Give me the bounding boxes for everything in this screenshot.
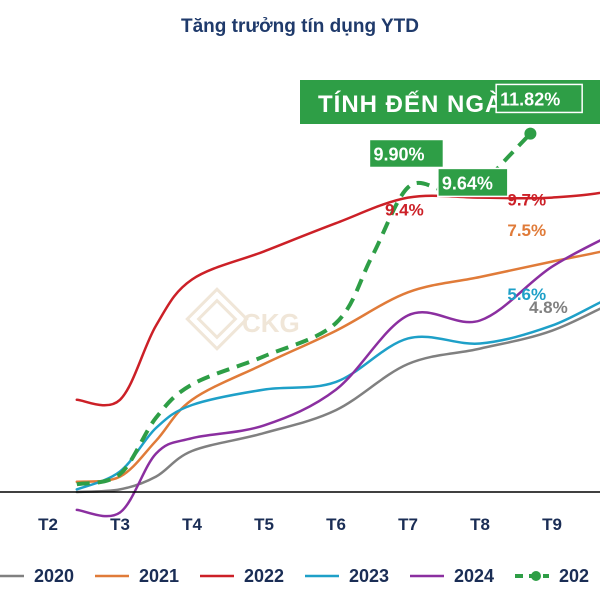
x-axis: T2 T3 T4 T5 T6 T7 T8 T9 <box>0 491 600 534</box>
data-label: 5.6% <box>507 285 546 304</box>
x-tick-label: T2 <box>38 515 58 534</box>
legend-marker <box>531 571 541 581</box>
chart-title: Tăng trưởng tín dụng YTD <box>181 16 419 37</box>
series-line-2022 <box>75 191 600 407</box>
callout-box <box>437 167 509 198</box>
data-label: 7.5% <box>507 221 546 240</box>
legend-label-2020: 2020 <box>34 566 74 586</box>
legend: 2020 2021 2022 2023 2024 202 <box>0 566 589 586</box>
series-line-2020 <box>75 307 600 494</box>
callout-label: 11.82% <box>500 89 560 109</box>
x-tick-label: T5 <box>254 515 274 534</box>
data-label: 9.7% <box>507 190 546 209</box>
callout: 9.64% <box>437 167 509 198</box>
x-tick-label: T4 <box>182 515 202 534</box>
callout-label: 9.64% <box>442 173 493 193</box>
legend-label-202: 202 <box>559 566 589 586</box>
x-tick-label: T8 <box>470 515 490 534</box>
x-tick-label: T9 <box>542 515 562 534</box>
label-layer: 4.8% 7.5% 9.4% 9.7% 5.6% 9.90% 9.64% 11.82% <box>368 83 583 317</box>
series-line-2021 <box>75 250 600 484</box>
callout-label: 9.90% <box>373 144 424 164</box>
series-line-2024 <box>75 239 600 518</box>
series-line-2023 <box>75 301 600 491</box>
data-label: 9.4% <box>385 201 424 220</box>
callout: 11.82% <box>495 83 583 114</box>
legend-label-2021: 2021 <box>139 566 179 586</box>
legend-label-2024: 2024 <box>454 566 494 586</box>
watermark-text: CKG <box>242 308 300 338</box>
legend-label-2022: 2022 <box>244 566 284 586</box>
callout-box <box>368 138 445 169</box>
callout-box <box>495 83 583 114</box>
watermark-logo: CKG <box>185 287 300 351</box>
x-tick-label: T6 <box>326 515 346 534</box>
callout: 9.90% <box>368 138 445 169</box>
data-label: 4.8% <box>529 298 568 317</box>
legend-label-2023: 2023 <box>349 566 389 586</box>
series-layer <box>75 127 600 518</box>
series-end-marker <box>524 127 537 140</box>
x-tick-label: T3 <box>110 515 130 534</box>
x-tick-label: T7 <box>398 515 418 534</box>
